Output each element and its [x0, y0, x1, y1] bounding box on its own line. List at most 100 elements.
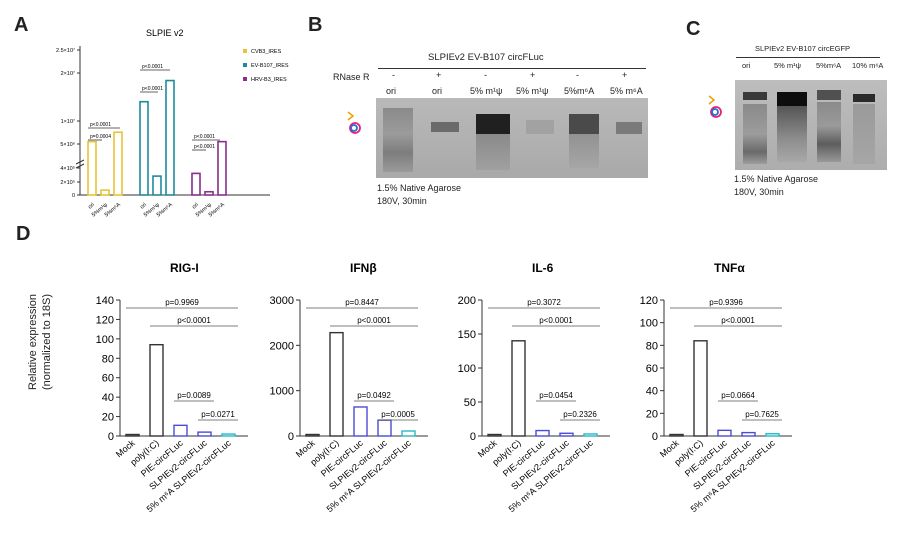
chart-ytick: 100 — [640, 318, 658, 330]
panel-b-caption-1: 1.5% Native Agarose — [377, 183, 462, 193]
chart-ytick: 120 — [96, 314, 114, 326]
panel-c-title: SLPIEv2 EV-B107 circEGFP — [755, 44, 851, 53]
chart-bar — [353, 406, 368, 437]
chart-bar — [401, 430, 416, 437]
panel-a-bar — [191, 172, 201, 196]
chart-pvalue: p=0.2326 — [563, 410, 597, 419]
panel-a-ytick: 2.5×10⁷ — [56, 47, 75, 54]
gel-lane-label: 5% m¹ψ — [516, 86, 549, 96]
chart-pvalue: p=0.0492 — [357, 391, 391, 400]
panel-c-caption-2: 180V, 30min — [734, 187, 784, 197]
chart-pvalue: p=0.7625 — [745, 410, 779, 419]
panel-d-ylabel-line1: Relative expression — [27, 294, 39, 390]
chart-bar — [765, 433, 780, 437]
gel-lane-label: ori — [386, 86, 397, 96]
panel-c-caption-1: 1.5% Native Agarose — [734, 174, 819, 184]
panel-a-ytick: 4×10⁵ — [60, 165, 75, 172]
chart-bar — [173, 424, 188, 437]
chart-ytick: 0 — [288, 431, 294, 443]
panel-a-title: SLPIE v2 — [146, 28, 184, 38]
chart-ytick: 80 — [102, 353, 114, 365]
panel-letter-d: D — [16, 223, 31, 245]
chart-bar — [669, 433, 684, 437]
chart-bar — [535, 429, 550, 437]
panel-d-chart: TNFα020406080100120Mockpoly(I:C)PIE-circ… — [640, 261, 792, 514]
panel-a-xlabel: ori — [139, 202, 148, 211]
gel-lane-label: 5%m⁶A — [564, 86, 595, 96]
chart-pvalue: p=0.0664 — [721, 391, 755, 400]
rnase-sign: + — [530, 70, 536, 80]
panel-letter-b: B — [308, 14, 323, 36]
chart-pvalue: p<0.0001 — [177, 316, 211, 325]
panel-a-pvalue: p<0.0001 — [142, 86, 163, 92]
gel-lane-label: ori — [742, 61, 751, 70]
panel-b-title: SLPIEv2 EV-B107 circFLuc — [428, 52, 544, 63]
chart-ytick: 20 — [102, 412, 114, 424]
chart-ytick: 50 — [464, 397, 476, 409]
legend-swatch-ev — [243, 63, 247, 67]
panel-d-ylabel-line2: (normalized to 18S) — [41, 294, 53, 390]
chart-ytick: 200 — [458, 295, 476, 307]
legend-cvb3: CVB3_IRES — [251, 49, 282, 55]
chart-ytick: 2000 — [270, 340, 294, 352]
chart-pvalue: p=0.8447 — [345, 298, 379, 307]
panel-b-caption-2: 180V, 30min — [377, 196, 427, 206]
panel-c-title-rule — [736, 57, 880, 58]
chart-ytick: 150 — [458, 329, 476, 341]
gel-lane-label: 5% m¹ψ — [774, 61, 802, 70]
chart-ytick: 60 — [646, 363, 658, 375]
chart-ytick: 60 — [102, 373, 114, 385]
chart-bar — [741, 431, 756, 437]
panel-a-bar — [152, 175, 162, 196]
panel-d-chart: IL-6050100150200Mockpoly(I:C)PIE-circFLu… — [458, 261, 610, 514]
chart-pvalue: p<0.0001 — [539, 316, 573, 325]
chart-pvalue: p<0.0001 — [357, 316, 391, 325]
chart-bar — [559, 432, 574, 437]
chart-pvalue: p=0.0005 — [381, 410, 415, 419]
chart-ytick: 100 — [458, 363, 476, 375]
chart-ytick: 120 — [640, 295, 658, 307]
legend-ev: EV-B107_IRES — [251, 63, 289, 69]
chart-ytick: 3000 — [270, 295, 294, 307]
panel-d-ylabel: Relative expression (normalized to 18S) — [26, 262, 54, 422]
chart-bar — [511, 340, 526, 437]
rnase-label: RNase R — [333, 72, 370, 82]
panel-a-pvalue: p<0.0001 — [142, 64, 163, 70]
rnase-sign: + — [622, 70, 628, 80]
chart-ytick: 40 — [102, 392, 114, 404]
gel-lane-label: 5% m¹ψ — [470, 86, 503, 96]
panel-d-charts: RIG-I020406080100120140Mockpoly(I:C)PIE-… — [96, 261, 792, 514]
gel-image-b — [376, 98, 648, 178]
chart-pvalue: p=0.0271 — [201, 410, 235, 419]
rnase-sign: + — [436, 70, 442, 80]
panel-a-bar — [100, 189, 110, 196]
chart-pvalue: p=0.0089 — [177, 391, 211, 400]
legend-hrv: HRV-B3_IRES — [251, 77, 287, 83]
circrna-icon-c — [708, 95, 722, 118]
panel-a-bar — [87, 140, 97, 196]
chart-pvalue: p=0.9969 — [165, 298, 199, 307]
panel-letter-c: C — [686, 18, 701, 40]
gel-lane-label: ori — [432, 86, 443, 96]
chart-ytick: 0 — [652, 431, 658, 443]
chart-pvalue: p=0.3072 — [527, 298, 561, 307]
chart-ytick: 40 — [646, 386, 658, 398]
panel-a-ytick: 2×10⁷ — [61, 70, 75, 77]
panel-a-bar — [139, 100, 149, 196]
panel-a-pvalue: p<0.0001 — [194, 144, 215, 150]
gel-lane-label: 10% m⁶A — [852, 61, 884, 70]
chart-title: IFNβ — [350, 261, 377, 275]
chart-bar — [197, 431, 212, 437]
panel-a-bar — [204, 190, 214, 196]
chart-bar — [717, 429, 732, 437]
panel-letter-a: A — [14, 14, 29, 36]
chart-pvalue: p=0.0454 — [539, 391, 573, 400]
chart-bar — [221, 433, 236, 437]
panel-a-pvalue: p=0.0004 — [90, 134, 111, 140]
panel-d-chart: IFNβ0100020003000Mockpoly(I:C)PIE-circFL… — [270, 261, 428, 514]
panel-a-ytick: 2×10⁵ — [60, 179, 75, 186]
chart-ytick: 140 — [96, 295, 114, 307]
panel-a-pvalue: p<0.0001 — [194, 134, 215, 140]
panel-a-xlabel: ori — [87, 202, 96, 211]
panel-b-title-rule — [378, 68, 646, 69]
